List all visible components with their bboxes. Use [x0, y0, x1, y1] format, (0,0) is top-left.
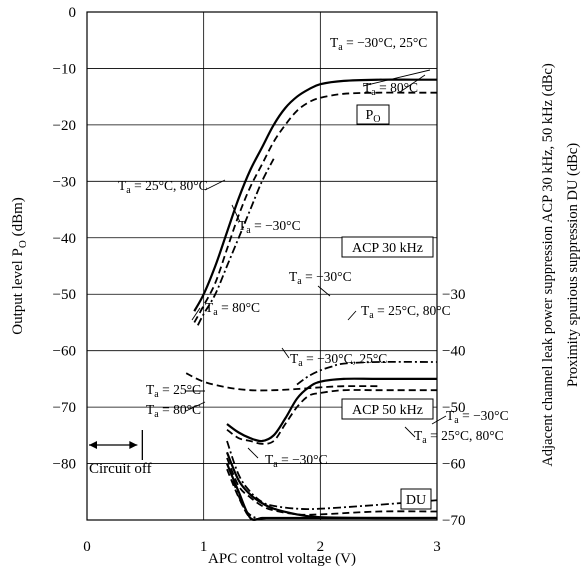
annotation-leader [399, 74, 426, 93]
curve-box-label: ACP 30 kHz [352, 241, 423, 256]
annotation-acp50-80: Ta = 80°C [146, 402, 201, 420]
annotation-acp30-25-80: Ta = 25°C, 80°C [361, 303, 451, 321]
y-left-tick-label: 0 [69, 5, 77, 21]
circuit-off-label: Circuit off [89, 461, 152, 477]
annotation-leader [247, 447, 259, 459]
y-left-tick-label: −50 [53, 287, 76, 303]
annotation-po-25-80: Ta = 25°C, 80°C [118, 178, 208, 196]
curve-box-label: DU [406, 493, 426, 508]
y-right-tick-label: −40 [442, 344, 465, 360]
series-line [226, 389, 437, 445]
y-left-tick-label: −10 [53, 61, 76, 77]
curve-annotations: Ta = −30°C, 25°C Ta = 80°C Ta = 25°C, 80°C… [118, 35, 509, 470]
annotation-acp50-25: Ta = 25°C [146, 382, 201, 400]
x-tick-label: 1 [200, 539, 208, 555]
right-axis-label-1: Adjacent channel leak power suppression … [540, 63, 556, 467]
annotation-leader [347, 310, 357, 321]
x-tick-label: 3 [433, 539, 441, 555]
y-right-tick-label: −70 [442, 513, 465, 529]
arrow-left-icon [89, 441, 97, 449]
series-line [185, 372, 379, 392]
y-left-tick-label: −40 [53, 231, 76, 247]
arrow-right-icon [129, 441, 138, 449]
curve-box-acp50 [341, 398, 434, 420]
annotation-acp50-m30: Ta = −30°C [446, 408, 509, 426]
y-left-tick-label: −70 [53, 400, 76, 416]
x-tick-label: 0 [83, 539, 91, 555]
series-line [193, 91, 437, 323]
right-axis-label-2: Proximity spurious suppression DU (dBc) [565, 143, 581, 387]
annotation-leader [281, 347, 290, 359]
curve-box-acp30 [341, 236, 434, 258]
y-left-tick-label: −60 [53, 344, 76, 360]
y-right-tick-label: −50 [442, 400, 465, 416]
curve-box-label: ACP 50 kHz [352, 403, 423, 418]
series-layer [185, 78, 438, 522]
y-right-tick-label: −60 [442, 457, 465, 473]
series-line [193, 78, 438, 312]
annotation-leader [185, 401, 206, 412]
y-right-tick-label: −30 [442, 287, 465, 303]
annotation-du-m30: Ta = −30°C [265, 452, 328, 470]
annotation-leader [231, 204, 241, 223]
series-line [226, 457, 438, 516]
y-left-tick-label: −20 [53, 118, 76, 134]
annotation-leader [404, 426, 416, 438]
left-axis-label: Output level PO (dBm) [10, 197, 29, 335]
tick-labels: 0 1 2 3 0 −10 −20 −30 −40 −50 −60 −70 −80 −30 −40 −50 −6… [53, 5, 466, 555]
curve-box-du [400, 488, 432, 510]
curve-box-label: PO [365, 108, 380, 125]
y-left-tick-label: −30 [53, 174, 76, 190]
y-left-tick-label: −80 [53, 457, 76, 473]
annotation-acp30-80: Ta = 80°C [205, 300, 260, 318]
series-line [226, 440, 438, 511]
series-line [231, 480, 437, 520]
series-line [197, 158, 275, 326]
circuit-off-marker: Circuit off [89, 430, 152, 477]
plot-frame [86, 11, 438, 521]
series-line [296, 360, 438, 386]
grid-lines [87, 12, 438, 521]
annotation-leader [362, 69, 431, 87]
curve-box-po [356, 104, 390, 125]
x-axis-label: APC control voltage (V) [208, 551, 356, 567]
plot-frame-group [86, 11, 438, 521]
annotation-leader [431, 415, 447, 425]
annotation-acp30-m30-25: Ta = −30°C, 25°C [290, 351, 387, 369]
series-line [226, 377, 437, 443]
annotation-acp30-m30: Ta = −30°C [289, 269, 352, 287]
annotation-leader [317, 285, 331, 297]
annotation-leader [191, 307, 201, 321]
annotation-leader [204, 179, 226, 191]
x-tick-label: 2 [317, 539, 325, 555]
annotation-po-m30-25: Ta = −30°C, 25°C [330, 35, 427, 53]
annotation-acp50-25-80: Ta = 25°C, 80°C [414, 428, 504, 446]
annotation-po-80: Ta = 80°C [363, 80, 418, 98]
curve-boxes: PO ACP 30 kHz ACP 50 kHz DU [341, 104, 434, 510]
annotation-po-m30: Ta = −30°C [238, 218, 301, 236]
